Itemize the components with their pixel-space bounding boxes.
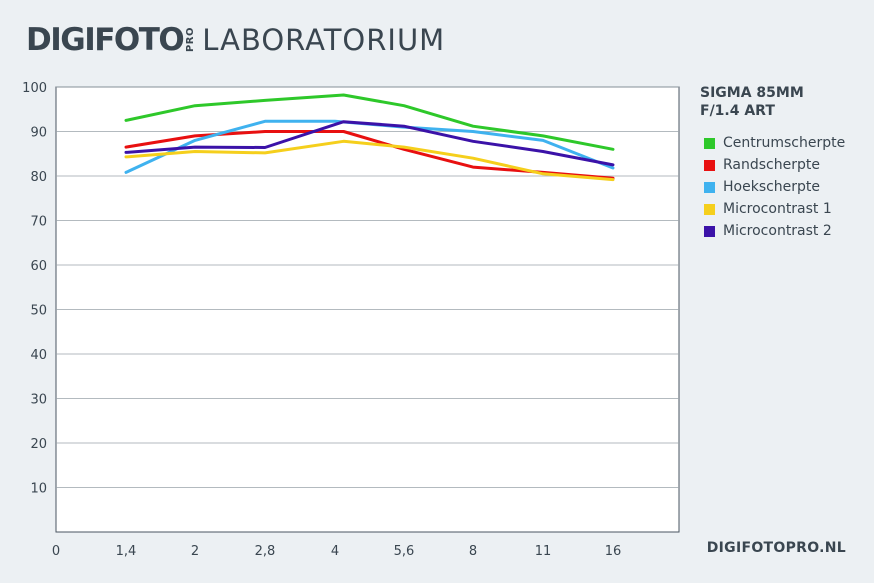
y-tick-label: 90: [30, 126, 47, 141]
legend-label: Microcontrast 1: [723, 201, 832, 217]
series-line-microcontrast-2: [124, 120, 615, 167]
y-tick-label: 60: [30, 259, 47, 274]
legend-swatch: [704, 159, 715, 171]
y-tick-label: 70: [30, 215, 47, 230]
y-tick-label: 50: [30, 304, 47, 319]
legend-label: Microcontrast 2: [723, 223, 832, 239]
legend-items: Centrumscherpte Randscherpte Hoekscherpte M…: [700, 132, 870, 242]
x-tick-label: 2,8: [255, 544, 276, 559]
legend-item: Centrumscherpte: [700, 132, 870, 154]
x-tick-label: 11: [535, 544, 552, 559]
header: DIGIFOTO PRO LABORATORIUM: [26, 18, 445, 62]
y-tick-label: 40: [30, 348, 47, 363]
legend-item: Randscherpte: [700, 154, 870, 176]
y-tick-label: 100: [22, 81, 47, 96]
y-tick-label: 20: [30, 437, 47, 452]
chart-title: SIGMA 85MM F/1.4 ART: [700, 84, 870, 120]
legend-item: Hoekscherpte: [700, 176, 870, 198]
chart-title-line-1: SIGMA 85MM: [700, 85, 804, 101]
legend-swatch: [704, 137, 715, 149]
legend-label: Hoekscherpte: [723, 179, 821, 195]
brand-logo: DIGIFOTO: [26, 22, 185, 58]
x-tick-label: 8: [469, 544, 477, 559]
series-line-microcontrast-1: [124, 139, 615, 182]
x-tick-label: 1,4: [116, 544, 137, 559]
chart-title-line-2: F/1.4 ART: [700, 103, 775, 119]
x-tick-label: 16: [605, 544, 622, 559]
legend-swatch: [704, 181, 715, 193]
footer-site-link[interactable]: DIGIFOTOPRO.NL: [706, 540, 846, 556]
legend: SIGMA 85MM F/1.4 ART Centrumscherpte Rand…: [700, 84, 870, 242]
page-title: LABORATORIUM: [202, 23, 446, 57]
legend-swatch: [704, 203, 715, 215]
series-line-centrumscherpte: [124, 93, 615, 151]
legend-swatch: [704, 225, 715, 237]
y-tick-label: 80: [30, 170, 47, 185]
legend-label: Randscherpte: [723, 157, 820, 173]
x-tick-label: 4: [331, 544, 339, 559]
legend-label: Centrumscherpte: [723, 135, 846, 151]
y-tick-label: 10: [30, 482, 47, 497]
x-tick-label: 0: [52, 544, 60, 559]
legend-item: Microcontrast 2: [700, 220, 870, 242]
y-tick-label: 30: [30, 393, 47, 408]
x-tick-label: 2: [191, 544, 199, 559]
x-tick-label: 5,6: [394, 544, 415, 559]
legend-item: Microcontrast 1: [700, 198, 870, 220]
